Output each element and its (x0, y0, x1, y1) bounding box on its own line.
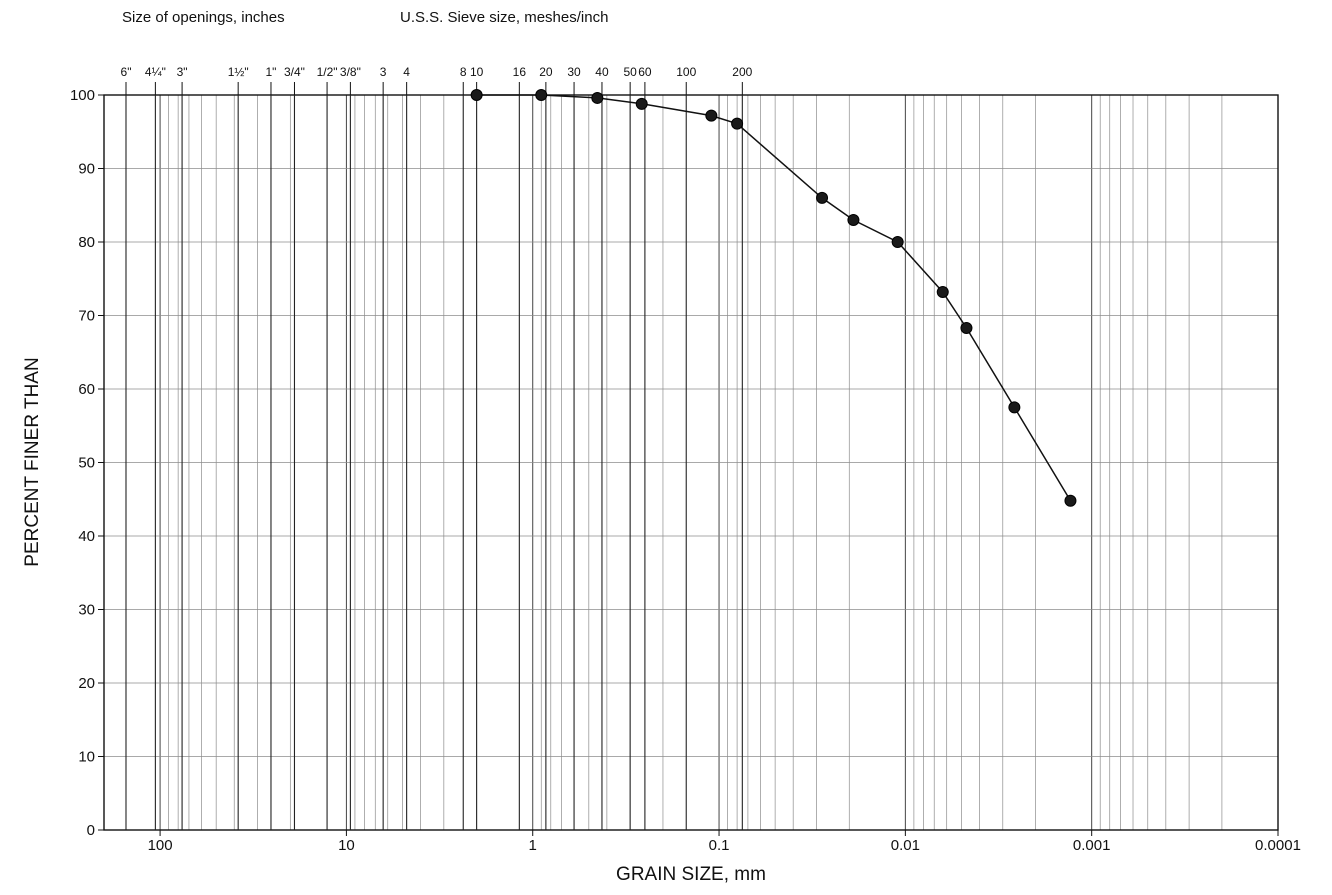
data-point (635, 97, 648, 110)
sieve-label: 16 (513, 65, 527, 79)
y-axis-title: PERCENT FINER THAN (22, 357, 43, 566)
data-point (705, 109, 718, 122)
data-point (470, 89, 483, 101)
y-tick-label: 90 (78, 161, 95, 178)
sieve-label: 3/8" (340, 65, 361, 79)
sieve-label: 8 (460, 65, 467, 79)
y-axis-ticks: 0 10 20 30 40 50 60 70 80 90 100 (70, 87, 104, 839)
y-tick-label: 20 (78, 675, 95, 692)
grid-lines (103, 94, 1279, 831)
data-point (731, 117, 744, 130)
sieve-label: 4 (403, 65, 410, 79)
data-point (591, 91, 604, 104)
sieve-label: 40 (595, 65, 609, 79)
y-tick-label: 10 (78, 749, 95, 766)
sieve-label: 3 (380, 65, 387, 79)
x-tick-label: 0.1 (709, 837, 730, 854)
data-point (847, 213, 860, 226)
x-tick-label: 1 (529, 837, 537, 854)
sieve-label: 1½" (228, 65, 249, 79)
data-point (936, 285, 949, 298)
sieve-label: 10 (470, 65, 484, 79)
x-tick-label: 0.001 (1073, 837, 1111, 854)
sieve-label: 30 (567, 65, 581, 79)
y-tick-label: 40 (78, 528, 95, 545)
series-line (476, 94, 1072, 502)
x-tick-label: 0.01 (891, 837, 920, 854)
x-tick-label: 0.0001 (1255, 837, 1301, 854)
sieve-label: 50 (623, 65, 637, 79)
x-tick-label: 100 (148, 837, 173, 854)
sieve-label: 1/2" (317, 65, 338, 79)
sieve-label: 1" (266, 65, 277, 79)
y-tick-label: 0 (87, 822, 95, 839)
y-tick-label: 30 (78, 602, 95, 619)
sieve-header: U.S.S. Sieve size, meshes/inch (400, 9, 608, 26)
data-point (960, 321, 973, 334)
sieve-label: 3" (177, 65, 188, 79)
y-tick-label: 50 (78, 455, 95, 472)
sieve-label: 60 (638, 65, 652, 79)
sieve-label: 200 (732, 65, 752, 79)
sieve-label: 100 (676, 65, 696, 79)
y-tick-label: 60 (78, 381, 95, 398)
sieve-label: 20 (539, 65, 553, 79)
sieve-label: 4¼" (145, 65, 166, 79)
x-axis-title: GRAIN SIZE, mm (616, 864, 766, 885)
sieve-label: 6" (121, 65, 132, 79)
data-point (1064, 494, 1077, 507)
x-tick-label: 10 (338, 837, 355, 854)
gradation-curve (470, 89, 1077, 507)
sieve-label: 3/4" (284, 65, 305, 79)
sieve-scale: 6" 4¼" 3" 1½" 1" 3/4" 1/2" 3/8" 3 4 8 10 16 20 30 40 50 6… (121, 65, 753, 830)
y-tick-label: 80 (78, 234, 95, 251)
y-tick-label: 70 (78, 308, 95, 325)
data-point (1008, 401, 1021, 414)
x-axis-ticks: 100 10 1 0.1 0.01 0.001 0.0001 (148, 830, 1301, 854)
y-tick-label: 100 (70, 87, 95, 104)
data-point (891, 236, 904, 248)
data-point (535, 89, 548, 101)
data-point (816, 191, 829, 204)
openings-header: Size of openings, inches (122, 9, 285, 26)
